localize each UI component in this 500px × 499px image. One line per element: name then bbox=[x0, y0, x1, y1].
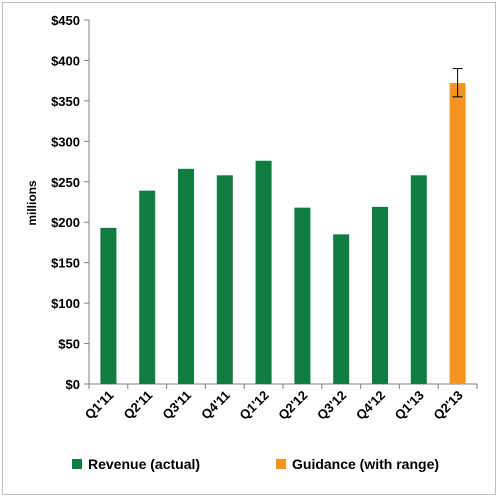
bar bbox=[294, 207, 311, 384]
x-category-label: Q4'11 bbox=[198, 388, 233, 423]
legend: Revenue (actual) Guidance (with range) bbox=[72, 456, 439, 472]
bar bbox=[139, 190, 156, 384]
bar bbox=[255, 160, 272, 384]
bar bbox=[449, 83, 466, 385]
bar bbox=[100, 227, 117, 384]
x-category-label: Q2'12 bbox=[275, 388, 310, 423]
legend-swatch bbox=[276, 459, 286, 469]
x-category-label: Q1'11 bbox=[82, 388, 117, 423]
y-tick-label: $350 bbox=[51, 94, 80, 109]
y-ticks: $0 $50 $100 $150 $200 $250 $300 $350 $400 $450 bbox=[51, 13, 89, 392]
legend-swatch bbox=[72, 459, 82, 469]
x-category-label: Q3'11 bbox=[159, 388, 194, 423]
y-tick-label: $250 bbox=[51, 175, 80, 190]
y-tick-label: $300 bbox=[51, 134, 80, 149]
y-axis-label: millions bbox=[25, 180, 39, 226]
bar bbox=[178, 168, 194, 384]
y-tick-label: $400 bbox=[51, 53, 80, 68]
y-tick-label: $150 bbox=[51, 256, 80, 271]
y-tick-label: $50 bbox=[58, 337, 80, 352]
bar bbox=[372, 206, 388, 384]
chart-frame bbox=[2, 2, 496, 495]
legend-label: Guidance (with range) bbox=[292, 456, 439, 472]
y-tick-label: $450 bbox=[51, 13, 80, 28]
x-category-label: Q2'13 bbox=[430, 388, 465, 423]
x-category-label: Q1'12 bbox=[236, 388, 271, 423]
legend-label: Revenue (actual) bbox=[88, 456, 200, 472]
bar bbox=[410, 175, 427, 384]
bar bbox=[333, 234, 350, 384]
x-category-label: Q2'11 bbox=[121, 388, 156, 423]
x-category-label: Q4'12 bbox=[353, 388, 388, 423]
x-category-label: Q1'13 bbox=[392, 388, 427, 423]
x-categories: Q1'11 Q2'11 Q3'11 Q4'11 Q1'12 Q2'12 Q3'12 Q4'12… bbox=[82, 384, 478, 423]
x-category-label: Q3'12 bbox=[314, 388, 349, 423]
bars bbox=[100, 68, 466, 385]
y-tick-label: $0 bbox=[66, 377, 80, 392]
y-tick-label: $100 bbox=[51, 296, 80, 311]
bar bbox=[216, 175, 233, 384]
y-tick-label: $200 bbox=[51, 215, 80, 230]
